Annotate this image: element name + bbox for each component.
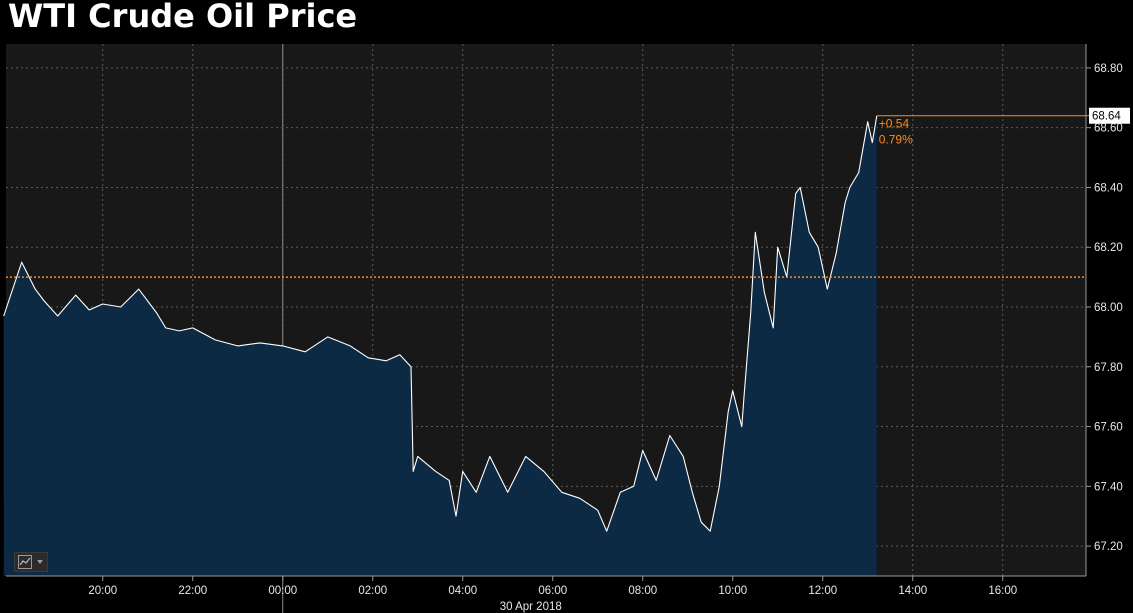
- change-label: +0.54: [879, 117, 910, 131]
- x-tick-label: 22:00: [178, 585, 207, 597]
- chart-type-button[interactable]: [14, 552, 48, 572]
- x-tick-label: 16:00: [988, 585, 1017, 597]
- line-chart-icon: [18, 555, 32, 569]
- x-tick-label: 06:00: [538, 585, 567, 597]
- price-area: [3, 115, 877, 576]
- chart-title: WTI Crude Oil Price: [8, 0, 358, 35]
- y-tick-label: 68.80: [1094, 63, 1123, 75]
- change-pct-label: 0.79%: [879, 133, 913, 147]
- y-tick-label: 67.60: [1094, 422, 1123, 434]
- y-tick-label: 68.60: [1094, 123, 1123, 135]
- x-tick-label: 08:00: [628, 585, 657, 597]
- chevron-down-icon: [37, 560, 43, 564]
- x-tick-label: 14:00: [898, 585, 927, 597]
- price-chart: +0.54 0.79% 67.20 67.40 67.60 67.80 68.00 68.20…: [3, 44, 1130, 613]
- x-tick-label: 02:00: [358, 585, 387, 597]
- y-tick-label: 67.80: [1094, 362, 1123, 374]
- x-tick-label: 12:00: [808, 585, 837, 597]
- last-value-box: [1089, 107, 1130, 124]
- x-tick-label: 04:00: [448, 585, 477, 597]
- x-tick-label: 10:00: [718, 585, 747, 597]
- y-tick-label: 68.40: [1094, 182, 1123, 194]
- x-tick-label: 20:00: [88, 585, 117, 597]
- y-tick-label: 67.40: [1094, 481, 1123, 493]
- title-bar: WTI Crude Oil Price: [0, 0, 1133, 44]
- date-label: 30 Apr 2018: [500, 601, 562, 613]
- x-tick-label: 00:00: [268, 585, 297, 597]
- y-tick-label: 67.20: [1094, 541, 1123, 553]
- y-tick-label: 68.20: [1094, 242, 1123, 254]
- y-tick-label: 68.00: [1094, 302, 1123, 314]
- price-line: [3, 115, 878, 532]
- last-value-label: 68.64: [1092, 111, 1121, 123]
